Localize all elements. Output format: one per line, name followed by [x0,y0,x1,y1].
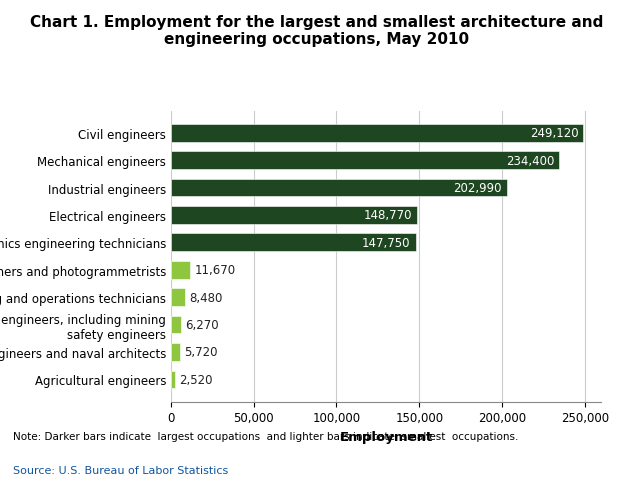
Bar [171,124,584,142]
Bar [171,343,180,361]
Text: 2,520: 2,520 [179,373,213,386]
Text: 147,750: 147,750 [362,236,411,249]
Text: Note: Darker bars indicate  largest occupations  and lighter bars indicate  smal: Note: Darker bars indicate largest occup… [13,431,518,441]
Bar [171,316,181,334]
Text: Chart 1. Employment for the largest and smallest architecture and
engineering oc: Chart 1. Employment for the largest and … [30,15,603,47]
Text: 148,770: 148,770 [364,209,412,222]
Text: 5,720: 5,720 [184,346,218,359]
Bar [171,261,191,279]
Bar [171,152,559,170]
X-axis label: Employment: Employment [339,430,433,443]
Bar [171,371,175,389]
Bar [171,288,185,306]
Text: 11,670: 11,670 [194,264,235,277]
Bar [171,234,415,252]
Text: Source: U.S. Bureau of Labor Statistics: Source: U.S. Bureau of Labor Statistics [13,465,228,475]
Text: 6,270: 6,270 [185,318,219,332]
Text: 234,400: 234,400 [506,154,554,167]
Bar [171,179,507,197]
Text: 202,990: 202,990 [453,182,502,195]
Bar [171,207,417,225]
Text: 8,480: 8,480 [189,291,222,304]
Text: 249,120: 249,120 [530,127,579,140]
